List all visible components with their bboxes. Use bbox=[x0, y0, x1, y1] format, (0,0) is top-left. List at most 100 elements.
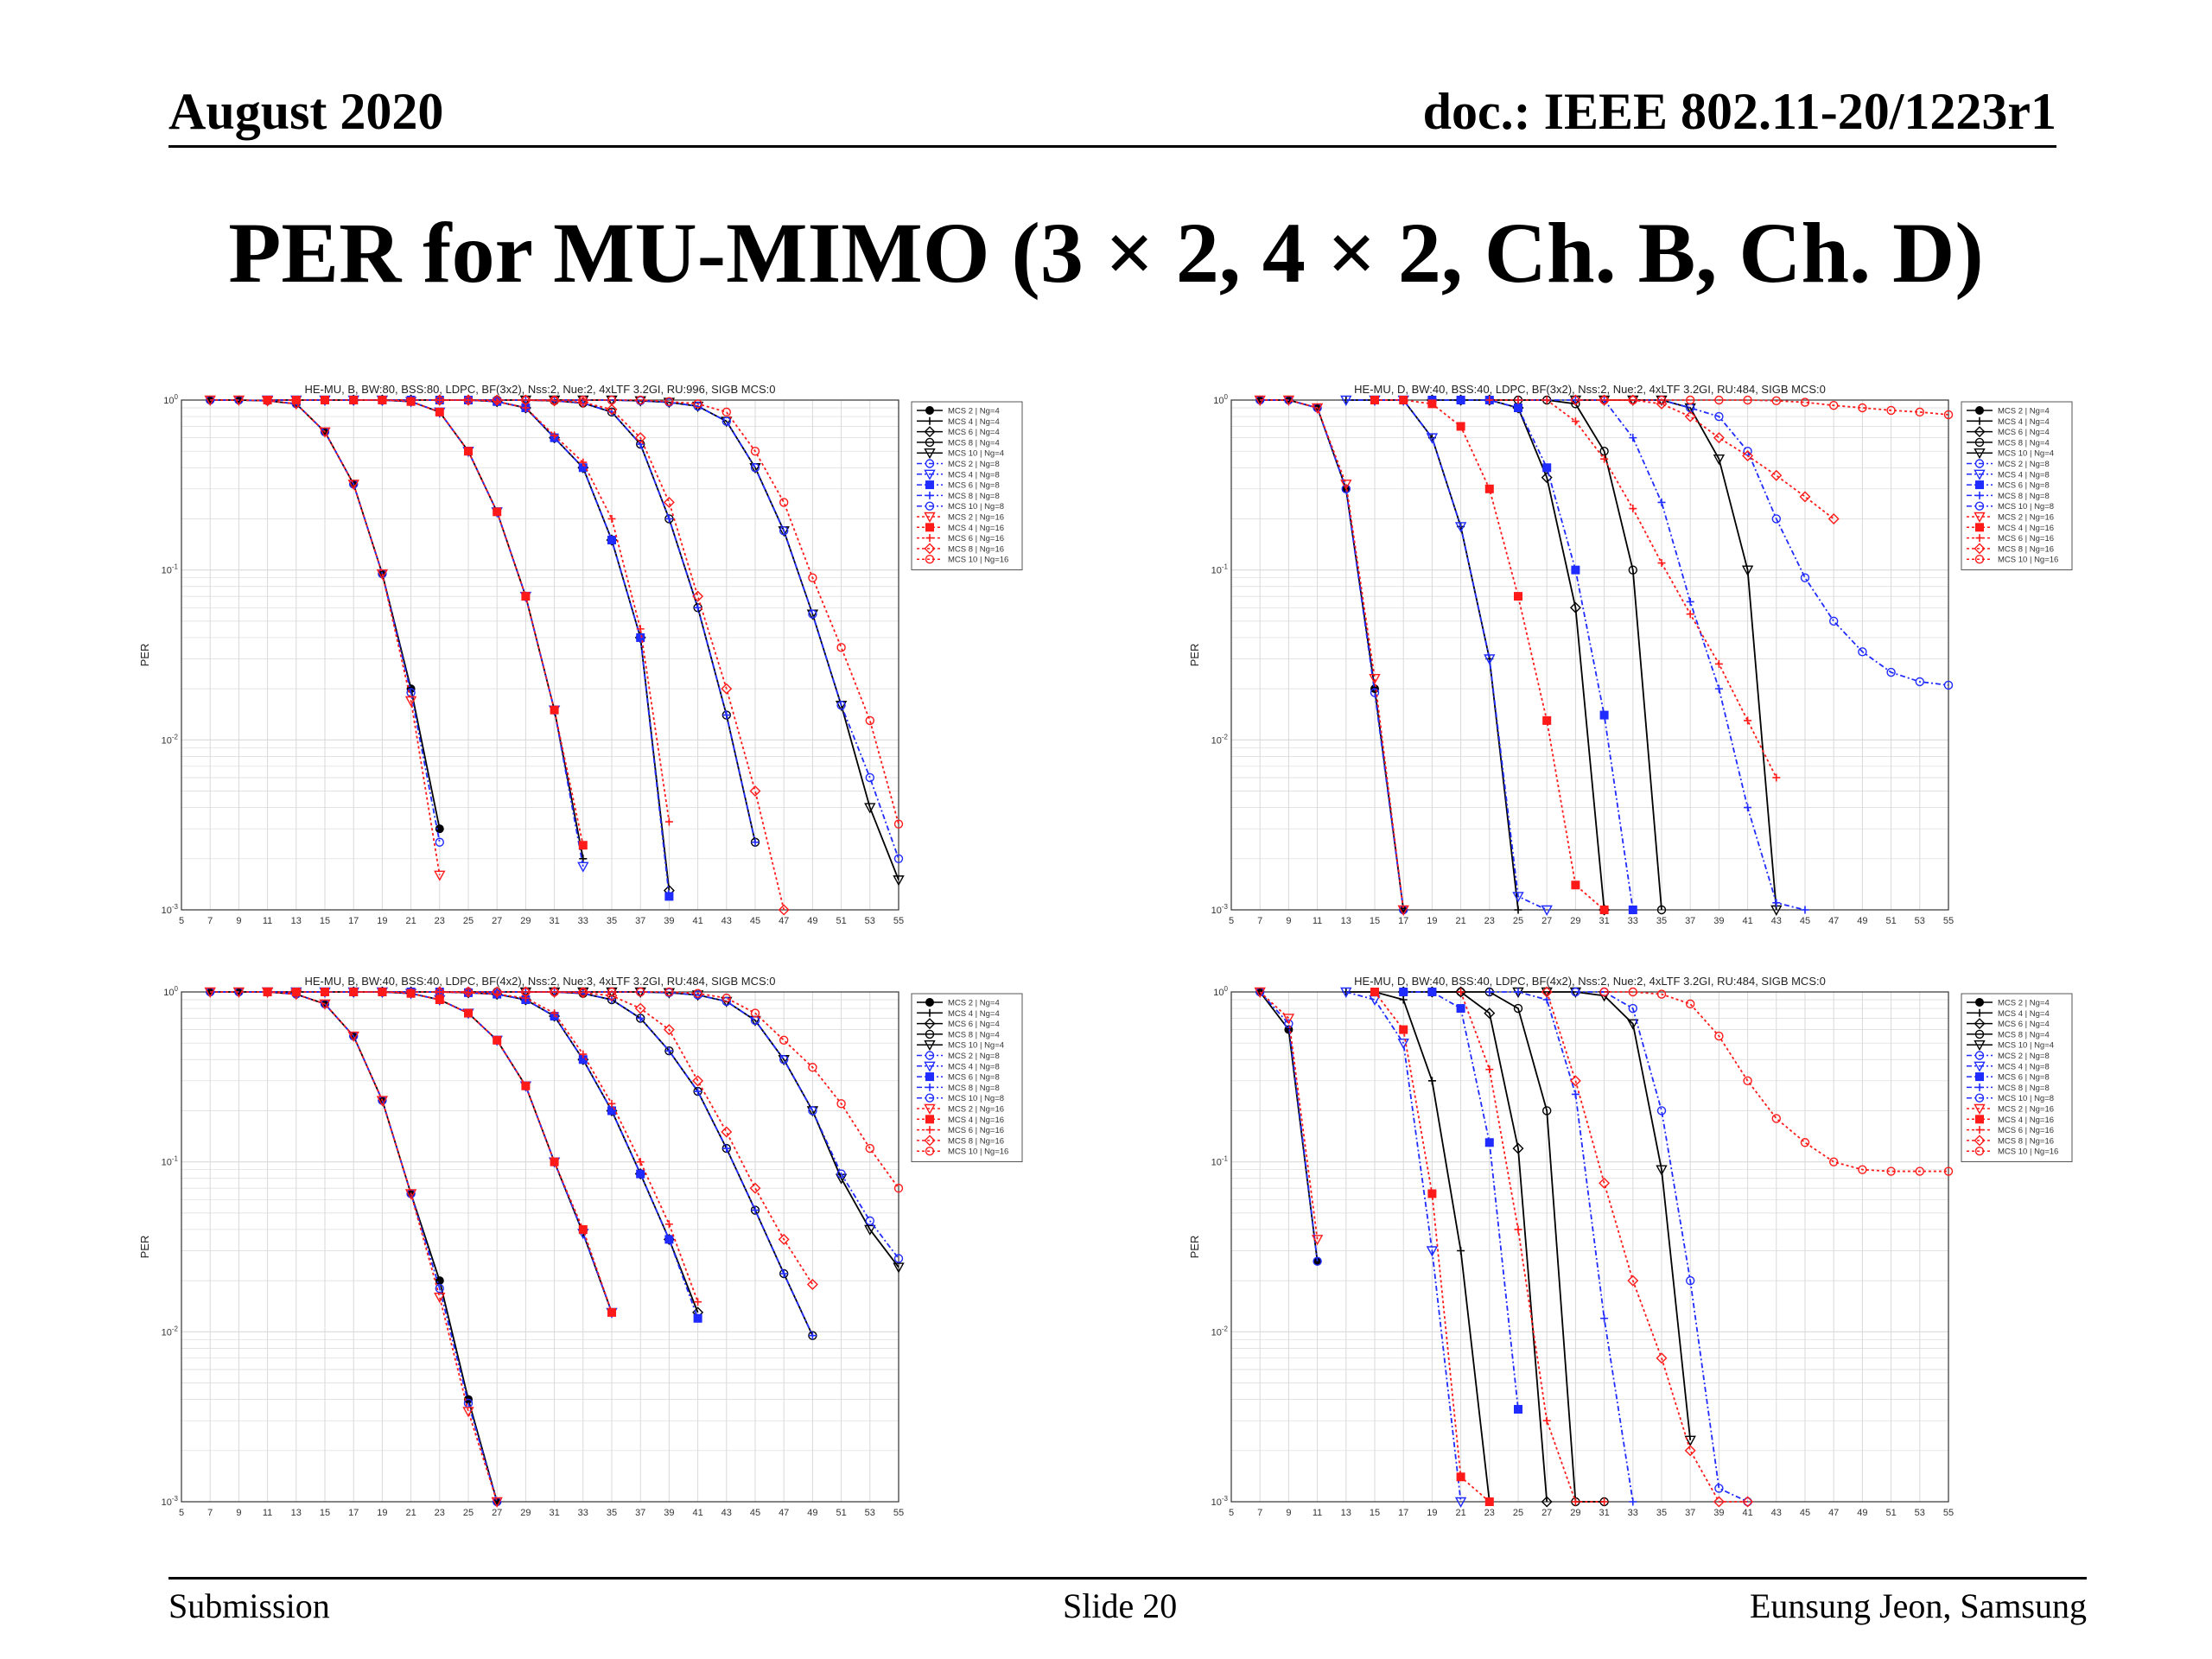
x-tick-label: 45 bbox=[1800, 916, 1810, 925]
y-tick-label: 10-2 bbox=[162, 1325, 179, 1338]
header-doc-id: doc.: IEEE 802.11-20/1223r1 bbox=[1422, 83, 2056, 140]
legend-marker bbox=[925, 416, 934, 425]
series-line bbox=[1260, 399, 1405, 911]
data-point bbox=[1771, 514, 1781, 524]
data-point bbox=[1514, 592, 1522, 601]
data-point bbox=[376, 569, 389, 581]
series-line bbox=[1432, 399, 1634, 911]
legend-entry: MCS 10 | Ng=4 bbox=[1998, 449, 2054, 459]
legend-entry: MCS 2 | Ng=16 bbox=[948, 1105, 1004, 1115]
data-point bbox=[1744, 716, 1752, 725]
data-point bbox=[549, 395, 561, 407]
legend-entry: MCS 8 | Ng=16 bbox=[1998, 1136, 2054, 1146]
data-point bbox=[349, 396, 358, 404]
series-mcs-4-ng-16 bbox=[1370, 396, 1609, 914]
x-tick-label: 13 bbox=[291, 1508, 302, 1516]
data-point bbox=[749, 1182, 761, 1194]
legend-entry: MCS 6 | Ng=4 bbox=[948, 428, 1000, 437]
data-point bbox=[749, 785, 761, 798]
x-tick-label: 47 bbox=[1828, 916, 1839, 925]
y-tick-label: 10-1 bbox=[162, 1155, 179, 1168]
legend-entry: MCS 2 | Ng=8 bbox=[948, 1052, 1000, 1061]
x-tick-label: 11 bbox=[1313, 1508, 1322, 1516]
data-point bbox=[1599, 906, 1609, 914]
data-point bbox=[434, 986, 446, 998]
data-point bbox=[1284, 1019, 1294, 1028]
legend-marker bbox=[1975, 406, 1984, 415]
data-point bbox=[378, 396, 386, 404]
legend-marker bbox=[925, 1093, 935, 1103]
legend-entry: MCS 8 | Ng=4 bbox=[1998, 1030, 2050, 1039]
x-tick-label: 25 bbox=[463, 916, 474, 925]
data-point bbox=[1686, 395, 1695, 405]
x-tick-label: 41 bbox=[1742, 1508, 1752, 1516]
legend-marker bbox=[1975, 491, 1984, 499]
x-tick-label: 11 bbox=[263, 916, 272, 925]
x-tick-label: 55 bbox=[893, 916, 904, 925]
legend-entry: MCS 6 | Ng=16 bbox=[948, 534, 1004, 543]
legend-entry: MCS 4 | Ng=16 bbox=[948, 1116, 1004, 1125]
x-tick-label: 35 bbox=[1656, 916, 1667, 925]
x-tick-label: 55 bbox=[1943, 916, 1954, 925]
series-mcs-6-ng-8 bbox=[1399, 988, 1522, 1414]
series-line bbox=[1575, 991, 1748, 1503]
series-line bbox=[525, 991, 899, 1189]
x-tick-label: 13 bbox=[1341, 1508, 1351, 1516]
legend-marker bbox=[925, 1146, 935, 1156]
data-point bbox=[1915, 1166, 1924, 1176]
data-point bbox=[808, 1106, 817, 1116]
data-point bbox=[1801, 906, 1809, 914]
legend-marker bbox=[925, 459, 935, 468]
data-point bbox=[634, 432, 646, 444]
legend-marker bbox=[924, 1061, 936, 1072]
data-point bbox=[347, 1031, 359, 1043]
legend-marker bbox=[1974, 1018, 1986, 1030]
data-point bbox=[1456, 1472, 1465, 1482]
data-point bbox=[1686, 999, 1695, 1009]
footer-rule bbox=[168, 1577, 2087, 1580]
legend-entry: MCS 10 | Ng=4 bbox=[1998, 1041, 2054, 1051]
data-point bbox=[864, 1224, 876, 1236]
data-point bbox=[1713, 1496, 1725, 1508]
data-point bbox=[1340, 395, 1352, 406]
data-point bbox=[1571, 1497, 1580, 1506]
x-tick-label: 31 bbox=[1599, 1508, 1609, 1516]
data-point bbox=[1313, 1256, 1322, 1266]
series-line bbox=[1604, 399, 1949, 416]
x-tick-label: 43 bbox=[1771, 1508, 1782, 1516]
legend-marker bbox=[1974, 426, 1986, 438]
data-point bbox=[577, 861, 589, 873]
data-point bbox=[1600, 1497, 1609, 1506]
data-point bbox=[521, 987, 531, 997]
data-point bbox=[664, 1046, 673, 1055]
series-line bbox=[1459, 991, 1605, 1503]
data-point bbox=[1512, 892, 1524, 903]
x-tick-label: 41 bbox=[692, 1508, 702, 1516]
legend-entry: MCS 4 | Ng=16 bbox=[1998, 524, 2054, 533]
legend-marker bbox=[1974, 1061, 1986, 1072]
data-point bbox=[579, 458, 588, 467]
legend-entry: MCS 4 | Ng=16 bbox=[1998, 1116, 2054, 1125]
x-tick-label: 29 bbox=[520, 1508, 531, 1516]
x-tick-label: 49 bbox=[1857, 916, 1867, 925]
data-point bbox=[1599, 987, 1609, 997]
data-point bbox=[893, 854, 904, 863]
data-point bbox=[1770, 469, 1783, 481]
data-point bbox=[664, 817, 673, 826]
data-point bbox=[578, 1224, 588, 1234]
x-tick-label: 41 bbox=[692, 916, 702, 925]
data-point bbox=[232, 987, 245, 998]
legend-marker bbox=[1975, 523, 1984, 532]
legend-marker bbox=[924, 543, 936, 555]
x-tick-label: 37 bbox=[1685, 916, 1695, 925]
y-tick-label: 100 bbox=[163, 985, 178, 998]
data-point bbox=[664, 987, 674, 997]
data-point bbox=[606, 404, 618, 416]
data-point bbox=[1829, 1157, 1839, 1166]
x-tick-label: 5 bbox=[179, 916, 184, 925]
legend-entry: MCS 8 | Ng=8 bbox=[948, 1084, 1000, 1093]
data-point bbox=[1569, 601, 1581, 613]
legend-marker bbox=[1974, 1146, 1985, 1156]
data-point bbox=[1254, 987, 1266, 998]
data-point bbox=[1599, 1177, 1611, 1189]
